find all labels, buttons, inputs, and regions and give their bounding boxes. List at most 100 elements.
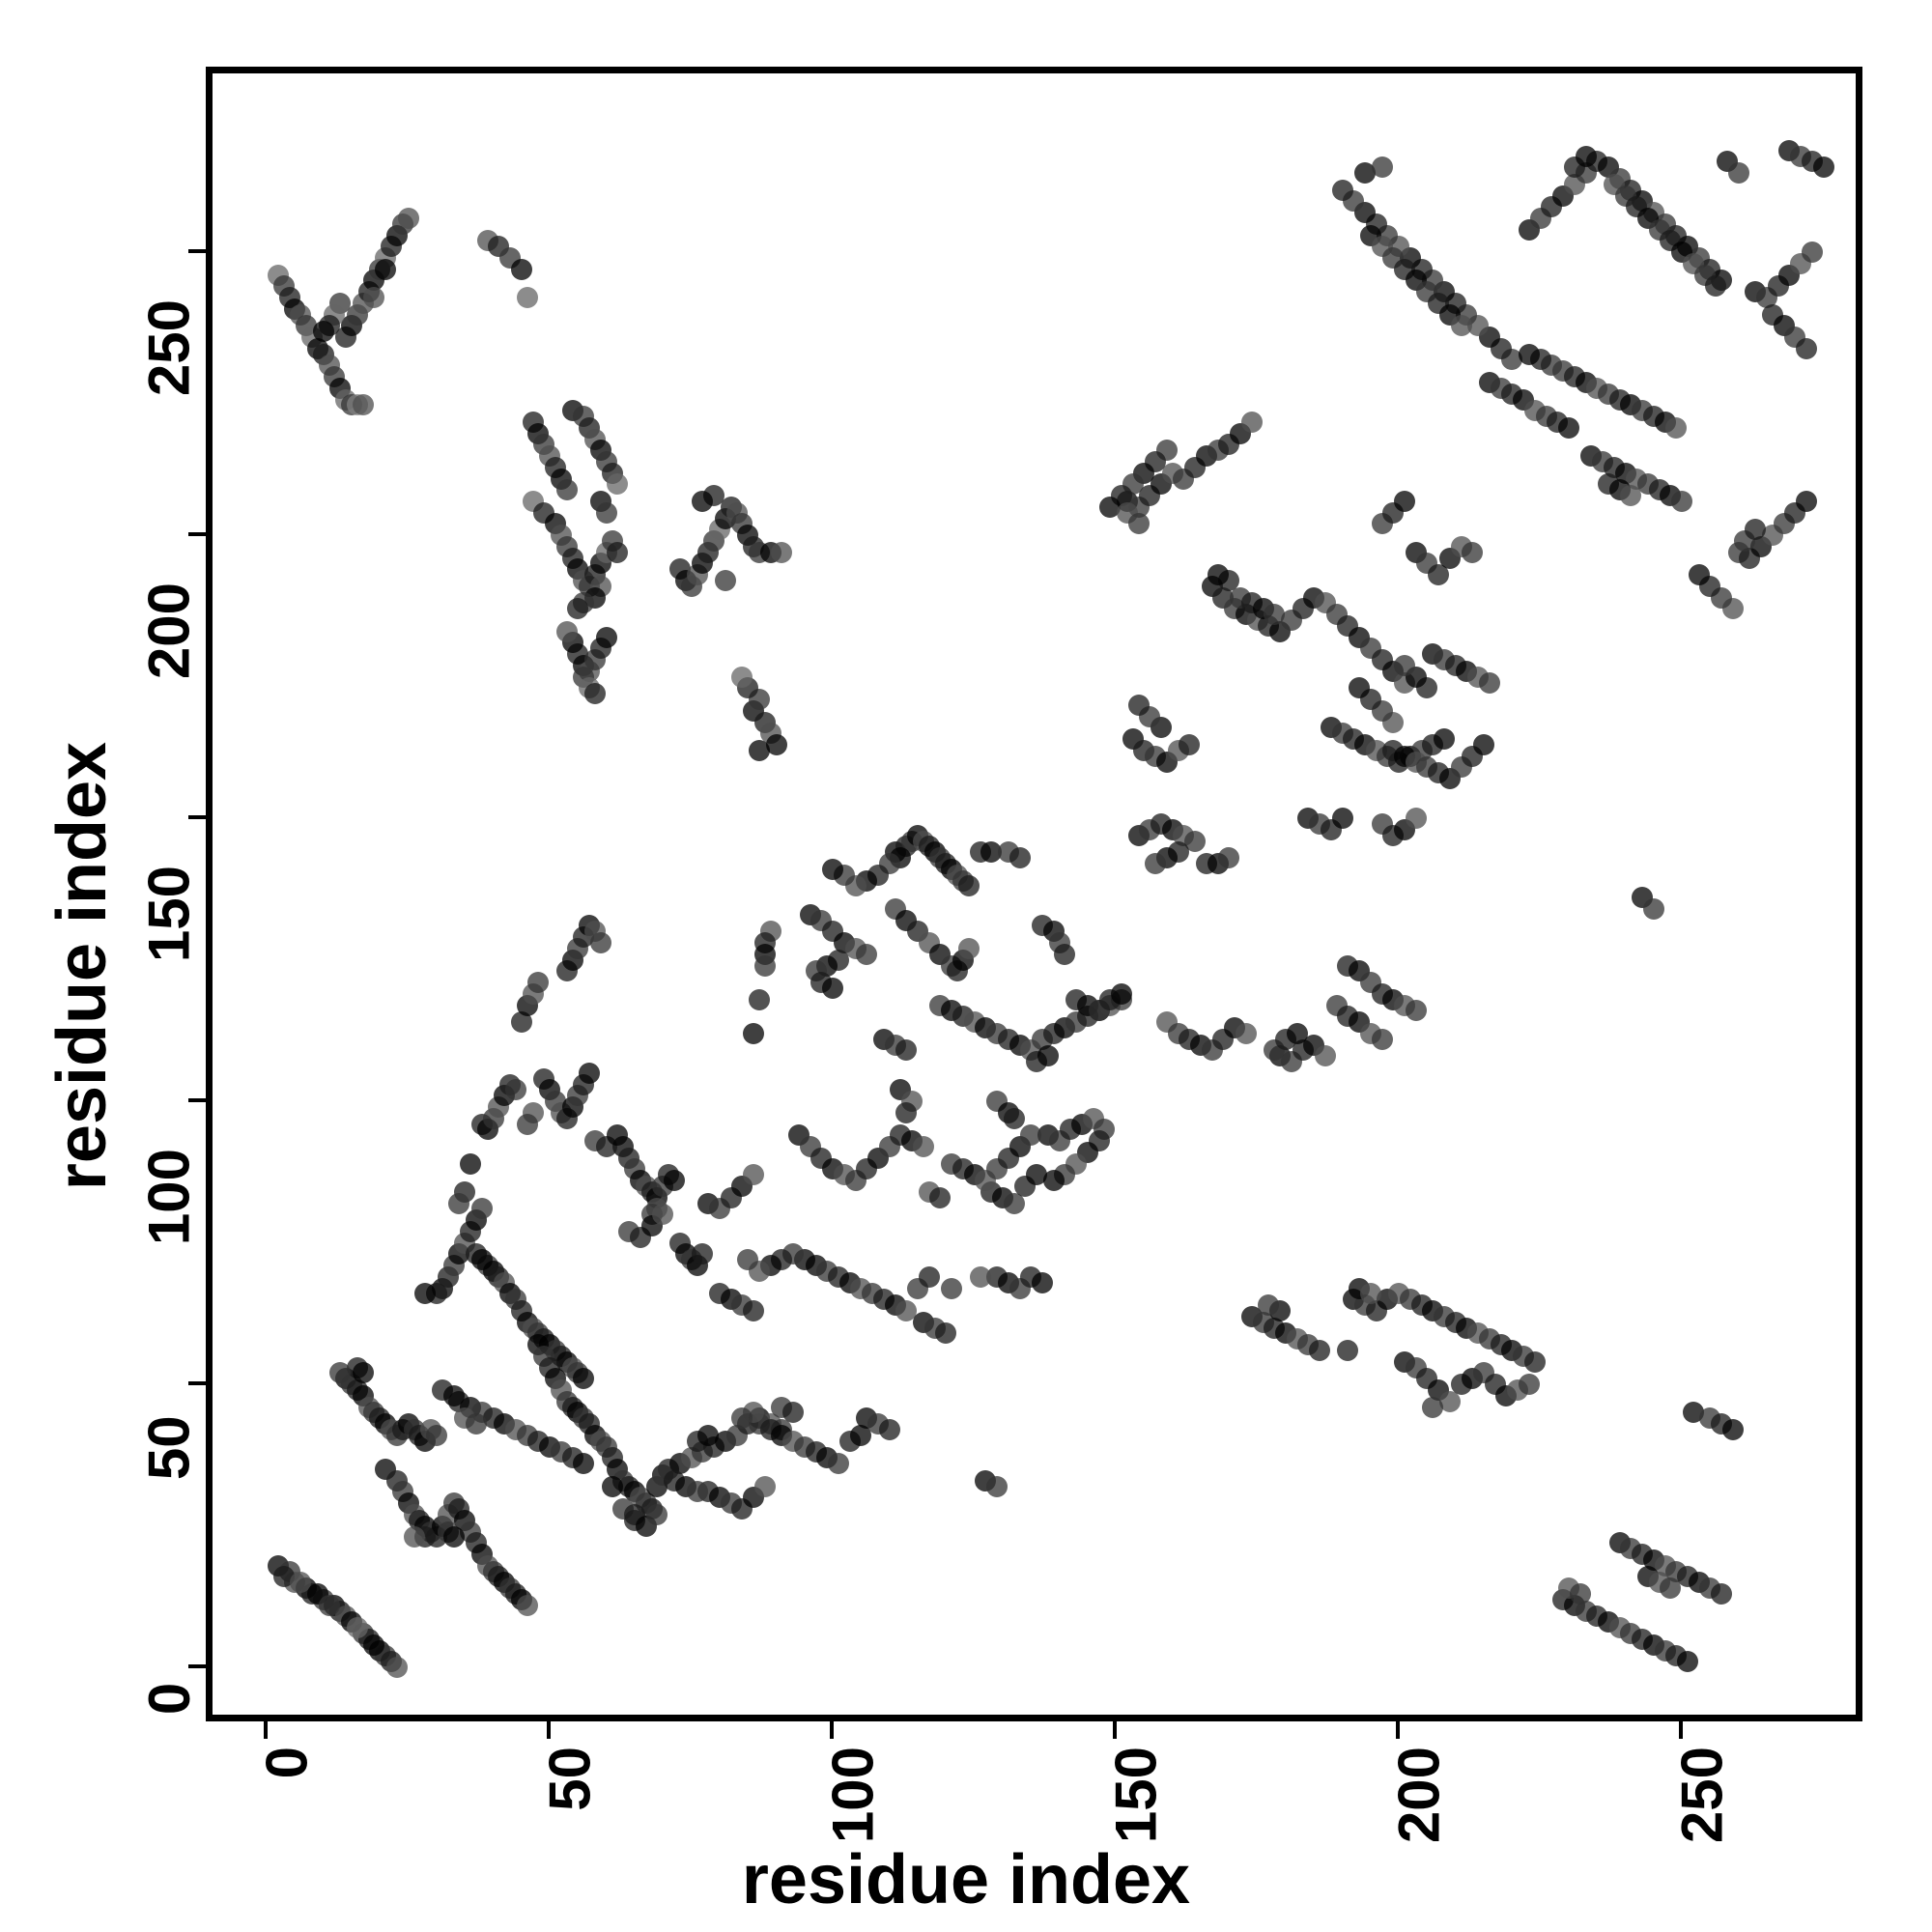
scatter-point: [510, 1011, 532, 1034]
scatter-point: [771, 541, 793, 563]
scatter-point: [397, 207, 419, 229]
scatter-point: [1682, 1402, 1704, 1424]
scatter-point: [743, 1164, 765, 1186]
scatter-point: [1314, 1045, 1336, 1067]
scatter-point: [1353, 162, 1376, 185]
scatter-point: [731, 666, 753, 688]
scatter-point: [748, 739, 770, 761]
scatter-point: [346, 1617, 368, 1639]
scatter-point: [1020, 1124, 1042, 1147]
y-axis-tick: [188, 1098, 206, 1102]
scatter-point: [607, 1124, 629, 1147]
scatter-point: [403, 1526, 425, 1548]
scatter-point: [748, 988, 770, 1010]
scatter-point: [1371, 156, 1393, 179]
scatter-point: [1671, 490, 1693, 512]
scatter-point: [1721, 1419, 1744, 1441]
scatter-point: [1405, 1000, 1427, 1022]
scatter-point: [414, 1283, 437, 1305]
scatter-point: [1179, 733, 1201, 755]
scatter-point: [567, 598, 589, 620]
scatter-point: [969, 1265, 991, 1288]
scatter-point: [425, 1424, 447, 1446]
scatter-point: [692, 1243, 714, 1265]
scatter-point: [737, 1249, 759, 1271]
plot-area: [206, 67, 1862, 1721]
scatter-point: [460, 1152, 482, 1175]
scatter-point: [470, 1249, 493, 1271]
scatter-point: [1523, 1350, 1546, 1373]
scatter-point: [895, 1101, 918, 1123]
y-axis-tick: [188, 1381, 206, 1385]
x-axis-tick: [1679, 1721, 1683, 1739]
scatter-point: [1054, 943, 1076, 965]
scatter-point: [743, 1299, 765, 1321]
scatter-point: [1111, 982, 1132, 1005]
scatter-point: [753, 1475, 776, 1497]
y-tick-label: 200: [136, 582, 202, 680]
scatter-point: [935, 1322, 957, 1345]
y-axis-title-container: residue index: [39, 0, 126, 1932]
scatter-point: [1575, 145, 1597, 167]
scatter-point: [442, 1384, 465, 1406]
scatter-point: [1207, 564, 1229, 586]
scatter-point: [573, 1453, 595, 1475]
scatter-point: [470, 1198, 493, 1220]
scatter-point: [664, 1170, 686, 1192]
scatter-point: [743, 1022, 765, 1044]
scatter-point: [856, 943, 878, 965]
scatter-point: [555, 620, 578, 642]
scatter-point: [1264, 604, 1286, 626]
scatter-point: [1405, 808, 1427, 830]
scatter-point: [312, 321, 334, 343]
scatter-point: [1450, 315, 1472, 337]
scatter-point: [1037, 1045, 1059, 1067]
scatter-point: [822, 858, 844, 880]
y-tick-label: 250: [136, 299, 202, 397]
scatter-point: [782, 1402, 805, 1424]
scatter-point: [957, 875, 980, 897]
scatter-point: [1438, 1390, 1461, 1412]
scatter-point: [607, 541, 629, 563]
scatter-point: [1258, 1294, 1280, 1317]
scatter-point: [1473, 733, 1495, 755]
scatter-point: [1337, 1339, 1359, 1361]
scatter-point: [1009, 847, 1031, 869]
scatter-point: [1518, 1374, 1540, 1396]
scatter-point: [595, 626, 617, 648]
y-axis-tick: [188, 1664, 206, 1668]
scatter-point: [918, 1265, 940, 1288]
scatter-point: [1518, 343, 1540, 365]
scatter-point: [573, 1368, 595, 1390]
scatter-point: [941, 1277, 963, 1299]
x-axis-title: residue index: [741, 1841, 1191, 1918]
scatter-point: [516, 1113, 538, 1135]
scatter-point: [692, 490, 714, 512]
scatter-point: [1003, 1107, 1025, 1129]
scatter-point: [595, 501, 617, 524]
x-axis-tick: [830, 1721, 834, 1739]
scatter-point: [1796, 490, 1818, 512]
scatter-point: [1665, 416, 1688, 439]
scatter-points-layer: [213, 73, 1856, 1715]
scatter-point: [1099, 496, 1122, 518]
scatter-point: [878, 1419, 900, 1441]
scatter-point: [1677, 1651, 1698, 1673]
scatter-point: [510, 258, 532, 280]
scatter-point: [686, 1481, 708, 1503]
y-axis-tick: [188, 532, 206, 536]
scatter-point: [1331, 808, 1353, 830]
scatter-point: [1478, 671, 1500, 694]
scatter-point: [1745, 519, 1767, 541]
scatter-point: [448, 1192, 470, 1214]
scatter-point: [1660, 1577, 1682, 1600]
scatter-point: [980, 841, 1003, 864]
scatter-point: [1462, 541, 1484, 563]
scatter-point: [1031, 1271, 1053, 1293]
scatter-point: [1434, 728, 1456, 751]
scatter-point: [1026, 1164, 1048, 1186]
scatter-point: [516, 1594, 538, 1616]
scatter-point: [1371, 1028, 1393, 1050]
scatter-point: [1801, 242, 1823, 264]
